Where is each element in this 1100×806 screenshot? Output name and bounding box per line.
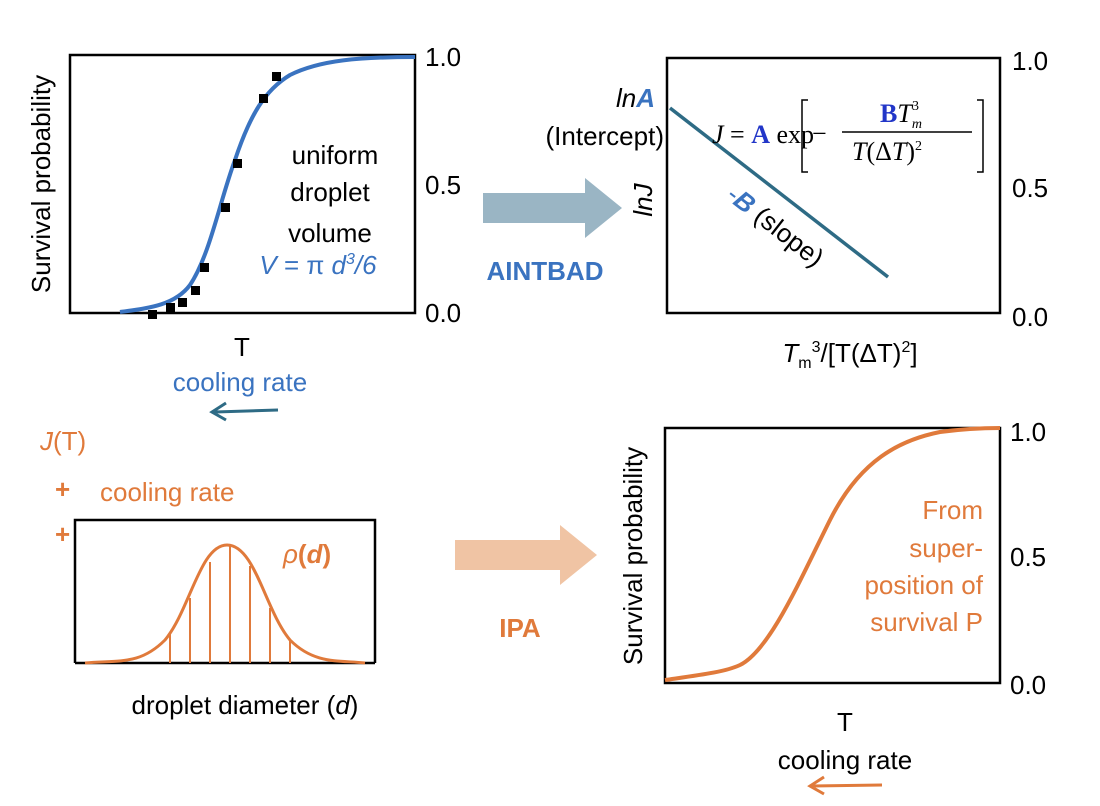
brackets bbox=[801, 99, 984, 173]
label-part: droplet diameter ( bbox=[132, 690, 336, 720]
equation-part: A bbox=[751, 120, 770, 149]
equation-part: m bbox=[912, 117, 922, 132]
formula-part: V bbox=[259, 250, 279, 280]
equation-part: 2 bbox=[915, 139, 922, 154]
y-label: Survival probability bbox=[26, 75, 56, 293]
histogram-lines bbox=[169, 546, 291, 663]
label-part: T bbox=[782, 338, 800, 368]
input-label: J(T) bbox=[39, 426, 86, 456]
numerator: BTm 3 bbox=[880, 99, 922, 132]
plus: + bbox=[55, 519, 70, 549]
label-part: ρ bbox=[282, 539, 298, 569]
intercept-label: lnA bbox=[616, 83, 655, 113]
equation-part: (Δ bbox=[866, 137, 891, 166]
tick-label: 0.5 bbox=[425, 170, 461, 200]
panel-c-frame bbox=[73, 518, 377, 663]
method-label: IPA bbox=[499, 613, 541, 643]
note: position of bbox=[864, 570, 983, 600]
note: droplet bbox=[290, 177, 370, 207]
equation-part: T bbox=[897, 99, 913, 128]
label-part: ( bbox=[298, 539, 307, 569]
input-label: cooling rate bbox=[100, 477, 234, 507]
equation-part: exp bbox=[770, 120, 814, 149]
note: survival P bbox=[870, 607, 983, 637]
label-part: d bbox=[335, 690, 351, 720]
density-label: ρ(d) bbox=[282, 539, 331, 569]
y-label: lnJ bbox=[628, 182, 658, 216]
label-part: (slope) bbox=[743, 196, 830, 273]
x-label: Tm3/[T(ΔT)2] bbox=[782, 338, 917, 372]
tick-label: 0.0 bbox=[425, 298, 461, 328]
equation-part: − bbox=[812, 119, 827, 148]
x-label: droplet diameter (d) bbox=[132, 690, 359, 720]
survival-curve bbox=[664, 426, 1001, 682]
formula-part: 3 bbox=[346, 251, 355, 268]
direction-arrow bbox=[209, 401, 279, 422]
formula: V = π d3/6 bbox=[259, 250, 377, 280]
label-part: A bbox=[635, 83, 655, 113]
method-label: AINTBAD bbox=[487, 256, 604, 286]
label-part: (T) bbox=[53, 426, 86, 456]
label-part: d bbox=[307, 539, 324, 569]
intercept-note: (Intercept) bbox=[546, 121, 665, 151]
y-label: Survival probability bbox=[618, 447, 648, 665]
data-points bbox=[148, 72, 281, 319]
label-part: ] bbox=[910, 338, 917, 368]
tick-label: 1.0 bbox=[1010, 417, 1046, 447]
note: super- bbox=[909, 533, 983, 563]
panel-a-frame bbox=[68, 53, 417, 315]
formula-part: d bbox=[332, 250, 348, 280]
equation-part: J bbox=[712, 120, 725, 149]
equation-part: B bbox=[880, 99, 897, 128]
plus: + bbox=[55, 474, 70, 504]
fit-line bbox=[668, 106, 890, 279]
equation: J = A exp − BTm 3 T(ΔT)2 bbox=[712, 99, 984, 173]
direction-arrow bbox=[807, 775, 883, 796]
label-part: /[T(ΔT) bbox=[821, 338, 902, 368]
x-label: T bbox=[837, 707, 853, 737]
equation-part: 3 bbox=[912, 99, 919, 114]
label-part: ln bbox=[616, 83, 636, 113]
panel-d-frame bbox=[663, 426, 1002, 685]
note: From bbox=[922, 495, 983, 525]
denominator: T(ΔT)2 bbox=[852, 137, 922, 166]
equation-part: ) bbox=[906, 137, 915, 166]
x-label: T bbox=[234, 332, 250, 362]
equation-part: T bbox=[852, 137, 868, 166]
label-part: ) bbox=[350, 690, 359, 720]
equation-part: J = A exp bbox=[712, 120, 814, 149]
panel-b-frame bbox=[665, 56, 1002, 315]
formula-part: = π bbox=[277, 250, 332, 280]
label-part: 3 bbox=[812, 339, 821, 356]
label-part: 2 bbox=[901, 339, 910, 356]
tick-label: 1.0 bbox=[425, 42, 461, 72]
note: uniform bbox=[292, 140, 379, 170]
formula-part: /6 bbox=[353, 250, 377, 280]
tick-label: 0.0 bbox=[1012, 302, 1048, 332]
process-arrow bbox=[483, 178, 622, 238]
tick-label: 0.5 bbox=[1010, 542, 1046, 572]
label-part: J bbox=[39, 426, 54, 456]
slope-label: -B (slope) bbox=[721, 179, 829, 273]
distribution-curve bbox=[84, 543, 366, 665]
equation-part: = bbox=[724, 120, 752, 149]
x-sublabel: cooling rate bbox=[173, 367, 307, 397]
process-arrow bbox=[455, 525, 597, 585]
tick-label: 0.5 bbox=[1012, 173, 1048, 203]
tick-label: 1.0 bbox=[1012, 46, 1048, 76]
label-part: ) bbox=[322, 539, 331, 569]
x-sublabel: cooling rate bbox=[778, 745, 912, 775]
equation-part: T bbox=[892, 137, 908, 166]
label-part: m bbox=[798, 355, 811, 372]
note: volume bbox=[288, 218, 372, 248]
tick-label: 0.0 bbox=[1010, 670, 1046, 700]
